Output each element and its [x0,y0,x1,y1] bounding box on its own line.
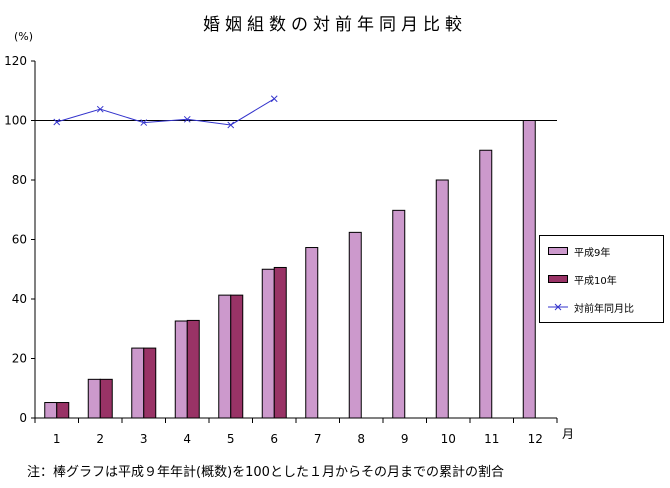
bar-heisei9 [479,149,493,419]
y-tick-label: 100 [4,114,27,128]
y-tick-label: 60 [12,233,27,247]
legend-swatch-heisei9 [548,247,568,255]
point-yoy-ratio [140,119,148,126]
bar-heisei10 [56,402,70,419]
x-tick-label: 6 [270,432,278,446]
x-tick-label: 11 [484,432,499,446]
bar-heisei9 [174,320,188,419]
legend-label-yoy-ratio: 対前年同月比 [574,303,634,315]
x-tick-label: 8 [357,432,365,446]
x-tick-label: 10 [441,432,456,446]
bar-heisei9 [435,179,449,419]
bar-heisei9 [392,209,406,419]
y-tick-label: 40 [12,292,27,306]
bar-heisei10 [143,347,157,419]
point-yoy-ratio [96,105,104,113]
y-tick-label: 80 [12,173,27,187]
chart-legend: 平成9年 平成10年 対前年同月比 [539,235,664,323]
chart-title: 婚姻組数の対前年同月比較 [203,15,467,35]
bar-heisei9 [522,120,536,419]
y-tick-label: 120 [4,54,27,68]
bar-heisei10 [273,266,287,419]
x-tick-label: 7 [314,432,322,446]
point-yoy-ratio [270,95,278,103]
point-yoy-ratio [183,115,191,123]
y-tick-label: 0 [19,411,27,425]
point-yoy-ratio [53,118,61,126]
y-tick-label: 20 [12,352,27,366]
bar-heisei9 [44,402,58,419]
bar-heisei9 [218,294,232,419]
point-yoy-ratio [227,121,235,129]
legend-swatch-heisei10 [548,275,568,283]
x-tick-label: 5 [227,432,235,446]
bar-heisei10 [230,294,244,419]
x-tick-label: 4 [183,432,191,446]
bar-heisei9 [348,231,362,419]
chart-footnote: 注：棒グラフは平成９年年計(概数)を100とした１月からその月までの累計の割合 [27,465,504,480]
legend-item-yoy-ratio: 対前年同月比 [548,300,634,315]
x-axis-unit-label: 月 [562,427,575,441]
legend-label-heisei10: 平成10年 [574,275,617,287]
legend-label-heisei9: 平成9年 [574,247,611,259]
x-tick-label: 2 [96,432,104,446]
bar-heisei9 [87,378,101,419]
bar-heisei10 [186,319,200,419]
x-tick-label: 3 [140,432,148,446]
bar-heisei9 [305,247,319,419]
x-tick-label: 1 [53,432,61,446]
bar-heisei9 [261,268,275,419]
bar-heisei9 [131,347,145,419]
y-axis-unit-label: (%) [14,30,34,43]
bar-heisei10 [99,378,113,419]
x-tick-label: 12 [528,432,543,446]
legend-item-heisei10: 平成10年 [548,272,617,287]
x-tick-label: 9 [401,432,409,446]
legend-item-heisei9: 平成9年 [548,244,611,259]
series-line-yoy-ratio [56,98,275,126]
legend-line-yoy-ratio [548,302,568,312]
